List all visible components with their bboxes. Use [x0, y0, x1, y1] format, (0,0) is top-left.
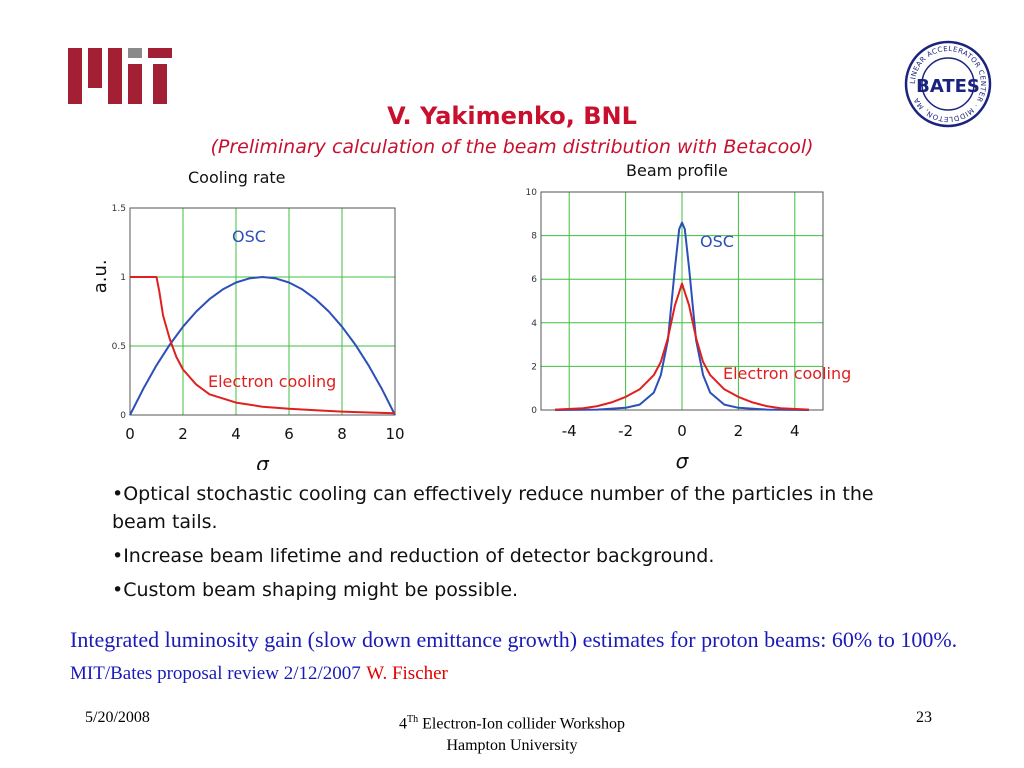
x-tick-label: 6 [284, 425, 294, 443]
mit-logo-bar [68, 48, 82, 104]
slide-subtitle: (Preliminary calculation of the beam dis… [210, 136, 814, 158]
mit-logo-bar [88, 48, 102, 88]
x-axis-label: σ [676, 449, 690, 470]
footer-date: 5/20/2008 [85, 709, 150, 726]
footer-event-line1: 4Th Electron-Ion collider Workshop [399, 714, 625, 733]
mit-logo-bar [148, 48, 172, 58]
mit-logo [68, 48, 172, 104]
summary-main: Integrated luminosity gain (slow down em… [70, 627, 958, 652]
bullet-item: •Custom beam shaping might be possible. [112, 579, 519, 601]
chart-title: Beam profile [626, 161, 728, 180]
x-tick-label: -4 [562, 422, 577, 440]
series-line-electron-cooling [555, 282, 809, 411]
x-tick-label: 8 [337, 425, 347, 443]
bullet-list: •Optical stochastic cooling can effectiv… [112, 480, 892, 610]
series-label: Electron cooling [208, 372, 336, 391]
beam-profile-chart: -4 -2 0 2 4 0 2 4 6 8 10 σ OSC Electron cooling [526, 188, 852, 470]
y-axis-label: a.u. [95, 259, 111, 293]
x-tick-label: 4 [790, 422, 800, 440]
slide-title: V. Yakimenko, BNL [387, 102, 637, 130]
bates-seal-center-text: BATES [916, 76, 980, 97]
summary-text: Integrated luminosity gain (slow down em… [70, 624, 970, 690]
series-line-osc [555, 221, 809, 411]
x-axis-label: σ [256, 452, 270, 470]
series-label: OSC [700, 232, 734, 251]
plot-frame [540, 191, 824, 411]
series-line-electron-cooling [130, 276, 396, 415]
mit-logo-bar [128, 48, 142, 58]
y-tick-label: 1.5 [112, 204, 126, 214]
x-tick-label: -2 [618, 422, 633, 440]
plot-frame [129, 207, 396, 416]
y-tick-label: 6 [531, 275, 537, 285]
series-label: OSC [232, 227, 266, 246]
summary-reference: MIT/Bates proposal review 2/12/2007 [70, 663, 361, 684]
x-tick-label: 2 [178, 425, 188, 443]
y-tick-label: 0 [120, 411, 126, 421]
cooling-rate-chart: 0 2 4 6 8 10 0 0.5 1 1.5 σ a.u. OSC Electron cooling [95, 204, 405, 470]
x-tick-label: 0 [125, 425, 135, 443]
mit-logo-bar [153, 64, 167, 104]
footer-page-number: 23 [916, 709, 932, 726]
bullet-item: •Optical stochastic cooling can effectiv… [112, 483, 874, 533]
series-label: Electron cooling [723, 364, 851, 383]
y-tick-label: 1 [120, 273, 126, 283]
y-tick-label: 10 [526, 188, 538, 198]
footer-event: 4Th Electron-Ion collider Workshop Hampt… [312, 709, 712, 757]
footer-event-line2: Hampton University [446, 737, 578, 755]
x-tick-label: 2 [734, 422, 744, 440]
summary-author: W. Fischer [366, 663, 448, 684]
x-tick-label: 10 [385, 425, 404, 443]
y-tick-label: 4 [531, 319, 537, 329]
y-tick-label: 2 [531, 362, 537, 372]
y-tick-label: 0.5 [112, 342, 126, 352]
bullet-item: •Increase beam lifetime and reduction of… [112, 545, 715, 567]
series-line-osc [129, 276, 396, 416]
bates-seal-logo: LINEAR ACCELERATOR CENTER · MIDDLETON, M… [904, 40, 992, 128]
x-tick-label: 4 [231, 425, 241, 443]
mit-logo-bar [108, 48, 122, 104]
y-tick-label: 0 [531, 406, 537, 416]
chart-title: Cooling rate [188, 168, 286, 187]
y-tick-label: 8 [531, 232, 537, 242]
mit-logo-bar [128, 64, 142, 104]
x-tick-label: 0 [677, 422, 687, 440]
